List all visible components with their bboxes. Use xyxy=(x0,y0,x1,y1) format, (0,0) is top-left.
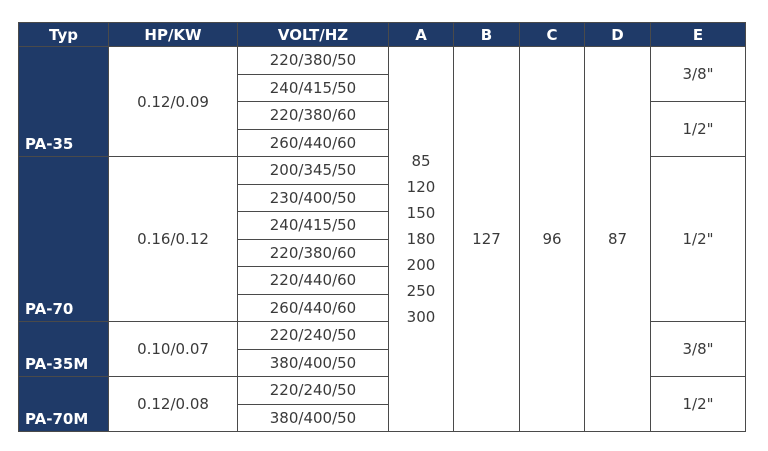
volt-hz-cell: 260/440/60 xyxy=(237,293,389,322)
type-cell: PA-70M xyxy=(18,376,109,432)
e-cell: 1/2" xyxy=(650,101,746,157)
a-value: 250 xyxy=(406,282,436,300)
table-row: 240/415/50 xyxy=(19,211,746,240)
hp-kw-cell: 0.12/0.08 xyxy=(108,376,238,432)
type-cell: PA-35 xyxy=(18,46,109,157)
a-value: 120 xyxy=(406,178,436,196)
hp-kw-cell: 0.10/0.07 xyxy=(108,321,238,377)
volt-hz-cell: 220/440/60 xyxy=(237,266,389,295)
volt-hz-cell: 220/380/50 xyxy=(237,46,389,75)
header-cell: D xyxy=(584,22,651,47)
volt-hz-cell: 380/400/50 xyxy=(237,348,389,377)
a-cell: 85 120 150 180 200 250 300 xyxy=(388,46,454,432)
a-value: 300 xyxy=(406,308,436,326)
c-cell: 96 xyxy=(519,46,585,432)
header-cell: VOLT/HZ xyxy=(237,22,389,47)
e-cell: 1/2" xyxy=(650,376,746,432)
table-row: 380/400/50 xyxy=(19,403,746,432)
volt-hz-cell: 230/400/50 xyxy=(237,183,389,212)
volt-hz-cell: 200/345/50 xyxy=(237,156,389,185)
spec-table: Typ HP/KW VOLT/HZ A B C D E PA-35 0.12/0.09 220/3… xyxy=(18,22,746,432)
volt-hz-cell: 240/415/50 xyxy=(237,73,389,102)
volt-hz-cell: 260/440/60 xyxy=(237,128,389,157)
e-cell: 1/2" xyxy=(650,156,746,322)
table-row: 220/380/60 xyxy=(19,238,746,267)
table-row: PA-70 0.16/0.12 200/345/50 1/2" xyxy=(18,156,746,322)
table-body: PA-35 0.12/0.09 220/380/50 85 120 150 180 200 25… xyxy=(18,46,746,432)
d-cell: 87 xyxy=(584,46,651,432)
volt-hz-cell: 220/240/50 xyxy=(237,376,389,405)
hp-kw-cell: 0.16/0.12 xyxy=(108,156,238,322)
header-cell: B xyxy=(453,22,520,47)
a-value: 180 xyxy=(406,230,436,248)
volt-hz-cell: 220/380/60 xyxy=(237,238,389,267)
table-row: PA-35 0.12/0.09 220/380/50 85 120 150 180 200 25… xyxy=(18,46,746,432)
volt-hz-cell: 380/400/50 xyxy=(237,403,389,432)
table-row: 240/415/50 xyxy=(19,73,746,102)
table-row: 260/440/60 xyxy=(19,128,746,157)
header-cell: C xyxy=(519,22,585,47)
table-row: 220/440/60 xyxy=(19,266,746,295)
a-value: 200 xyxy=(406,256,436,274)
volt-hz-cell: 240/415/50 xyxy=(237,211,389,240)
hp-kw-cell: 0.12/0.09 xyxy=(108,46,238,157)
header-cell: A xyxy=(388,22,454,47)
volt-hz-cell: 220/240/50 xyxy=(237,321,389,350)
header-cell: Typ xyxy=(18,22,109,47)
header-cell: E xyxy=(650,22,746,47)
table-row: PA-70M 0.12/0.08 220/240/50 1/2" xyxy=(18,376,746,432)
header-row: Typ HP/KW VOLT/HZ A B C D E xyxy=(18,22,746,47)
table-row: 220/380/60 1/2" xyxy=(19,101,746,157)
header-cell: HP/KW xyxy=(108,22,238,47)
table-row: PA-35M 0.10/0.07 220/240/50 3/8" xyxy=(18,321,746,377)
volt-hz-cell: 220/380/60 xyxy=(237,101,389,130)
e-cell: 3/8" xyxy=(650,321,746,377)
table-row: 230/400/50 xyxy=(19,183,746,212)
a-value: 85 xyxy=(411,152,431,170)
a-value: 150 xyxy=(406,204,436,222)
type-cell: PA-70 xyxy=(18,156,109,322)
b-cell: 127 xyxy=(453,46,520,432)
type-cell: PA-35M xyxy=(18,321,109,377)
e-cell: 3/8" xyxy=(650,46,746,102)
table-row: 260/440/60 xyxy=(19,293,746,322)
